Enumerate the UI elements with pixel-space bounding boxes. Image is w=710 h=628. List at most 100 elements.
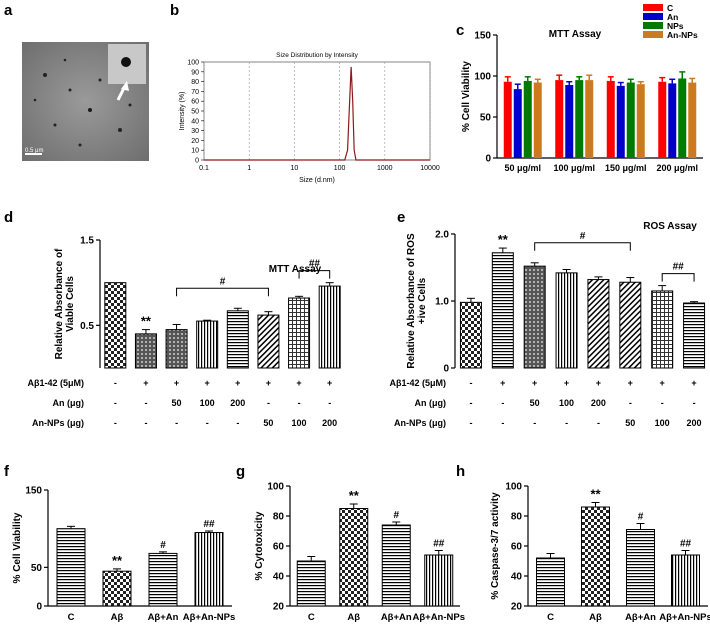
bar-nps: [523, 80, 532, 158]
legend-label-an-nps: An-NPs: [667, 30, 698, 40]
condition-value: -: [629, 398, 632, 408]
condition-value: +: [205, 378, 210, 388]
legend-label-nps: NPs: [667, 21, 684, 31]
bar: [536, 557, 565, 607]
bar: [196, 320, 219, 369]
bar: [491, 252, 514, 369]
y-tick-label: 50: [31, 563, 43, 574]
y-tick-label: 60: [191, 99, 199, 106]
bar: [555, 272, 578, 369]
x-tick-label: 100 μg/ml: [553, 163, 595, 173]
x-axis-label: Size (d.nm): [299, 177, 335, 184]
condition-value: 100: [292, 418, 307, 428]
bar-an-nps: [636, 84, 645, 158]
x-tick-label: Aβ+An-NPs: [412, 612, 465, 623]
legend-swatch-an-nps: [643, 31, 663, 38]
significance-marker: #: [160, 540, 166, 551]
condition-value: -: [114, 398, 117, 408]
chart-h: 20 40 60 80 100 % Caspase-3/7 activity C Aβ Aβ+A…: [490, 482, 710, 624]
condition-value: +: [660, 378, 665, 388]
y-axis-label: % Cell Viability: [12, 512, 23, 583]
bar: [288, 297, 311, 369]
condition-value: 50: [530, 398, 540, 408]
bar: [459, 301, 482, 369]
x-tick-label: Aβ+An-NPs: [659, 612, 710, 623]
condition-value: +: [235, 378, 240, 388]
x-tick-label: Aβ: [347, 612, 360, 623]
chart-title: MTT Assay: [269, 264, 322, 275]
condition-value: -: [206, 418, 209, 428]
chart-c: 0 50 100 150 % Cell Viability MTT Assay 50 μg/…: [461, 3, 703, 173]
condition-value: -: [144, 418, 147, 428]
chart-title: ROS Assay: [643, 221, 697, 232]
x-tick-label: Aβ+An: [381, 612, 412, 623]
condition-value: 50: [172, 398, 182, 408]
x-tick-label: 200 μg/ml: [656, 163, 698, 173]
condition-value: 200: [591, 398, 606, 408]
chart-g: 20 40 60 80 100 % Cytotoxicity C Aβ Aβ+An Aβ+An-N…: [254, 482, 465, 624]
condition-value: +: [691, 378, 696, 388]
legend-swatch-an: [643, 13, 663, 20]
arrow-icon: [116, 81, 129, 101]
series-line-intensity: [204, 66, 430, 161]
bar: [165, 329, 188, 369]
y-tick-label: 150: [25, 486, 42, 497]
y-tick-label: 0: [195, 158, 199, 165]
y-axis-label: +ive Cells: [417, 277, 428, 324]
condition-value: -: [661, 398, 664, 408]
significance-marker: ##: [433, 539, 445, 550]
panel-label-h: h: [456, 463, 465, 480]
significance-marker: **: [141, 314, 152, 329]
y-axis-label: Relative Absorbance of: [54, 248, 65, 359]
condition-label: Aβ1-42 (5μM): [27, 378, 84, 388]
y-tick-label: 100: [267, 482, 284, 493]
condition-value: 100: [655, 418, 670, 428]
tem-image: [22, 42, 149, 161]
condition-value: +: [628, 378, 633, 388]
condition-label: An-NPs (μg): [394, 418, 446, 428]
bar: [626, 529, 655, 607]
bar: [671, 554, 700, 607]
condition-value: +: [266, 378, 271, 388]
bar: [581, 506, 610, 607]
chart-title: Size Distribution by Intensity: [276, 52, 358, 59]
x-tick-label: 10: [291, 165, 299, 172]
condition-value: -: [533, 418, 536, 428]
y-tick-label: 60: [511, 542, 523, 553]
y-tick-label: 20: [273, 602, 285, 613]
condition-label: Aβ1-42 (5μM): [389, 378, 446, 388]
panel-label-f: f: [4, 463, 10, 480]
x-tick-label: Aβ+An-NPs: [183, 612, 236, 623]
y-axis-label: % Cytotoxicity: [254, 511, 265, 580]
significance-bracket: [298, 270, 331, 279]
condition-value: -: [597, 418, 600, 428]
condition-value: +: [174, 378, 179, 388]
y-tick-label: 0: [485, 154, 491, 165]
chart-b: 0.1 1 10 100 1000 10000 0 10 20 30 40 50 60 70 80 90 100…: [179, 52, 440, 184]
y-tick-label: 50: [480, 113, 492, 124]
panel-label-g: g: [236, 463, 245, 480]
condition-value: +: [532, 378, 537, 388]
significance-marker: **: [498, 232, 509, 247]
condition-value: +: [500, 378, 505, 388]
significance-marker: **: [349, 488, 360, 503]
condition-value: -: [175, 418, 178, 428]
bar: [339, 508, 369, 607]
chart-title: MTT Assay: [549, 29, 602, 40]
significance-marker: ##: [203, 519, 215, 530]
condition-value: +: [327, 378, 332, 388]
panel-label-d: d: [4, 209, 13, 226]
bar-c: [555, 80, 564, 158]
y-tick-label: 0: [36, 602, 42, 613]
bracket-label: #: [580, 231, 586, 242]
significance-marker: ##: [680, 539, 692, 550]
y-tick-label: 80: [511, 512, 523, 523]
y-tick-label: 20: [511, 602, 523, 613]
x-tick-label: 50 μg/ml: [504, 163, 541, 173]
y-tick-label: 80: [273, 512, 285, 523]
y-tick-label: 100: [187, 60, 199, 67]
condition-value: +: [296, 378, 301, 388]
x-tick-label: C: [68, 612, 75, 623]
